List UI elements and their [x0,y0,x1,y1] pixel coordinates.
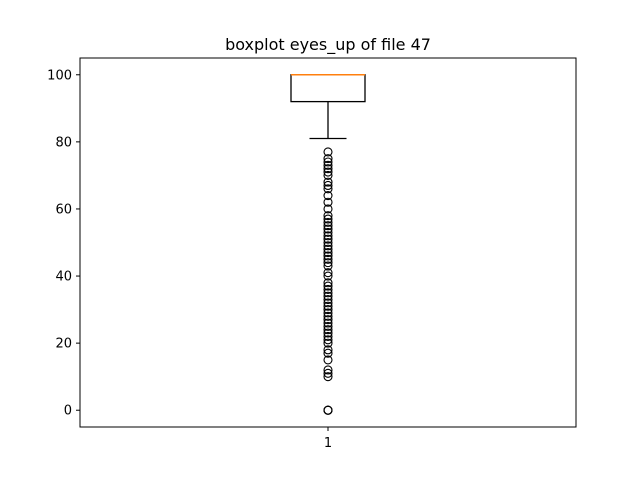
outlier-point [323,331,333,341]
outlier-point [323,180,333,191]
outlier-point [323,305,333,315]
outlier-point [323,278,333,288]
outlier-point [323,190,333,201]
outlier-point [323,338,333,348]
outlier-point [323,271,333,281]
y-tick-label: 40 [55,270,72,285]
outlier-point [323,345,333,355]
outlier-point [323,214,333,224]
outlier-point [323,234,333,244]
outlier-point [323,248,333,258]
outlier-point [323,251,333,261]
x-tick-label: 1 [324,436,332,451]
outlier-point [323,204,333,214]
outlier-point [323,318,333,328]
outlier-point [323,241,333,251]
outlier-point [323,154,333,164]
outlier-point [323,328,333,338]
outlier-point [323,221,333,231]
outlier-point [323,217,333,227]
outlier-point [323,365,333,375]
outlier-point [323,315,333,325]
y-tick-label: 60 [55,202,72,217]
outlier-point [323,227,333,237]
outlier-point [323,355,333,365]
chart-title: boxplot eyes_up of file 47 [225,35,431,55]
outlier-point [323,157,333,167]
outlier-point [323,197,333,207]
outlier-point [323,147,333,157]
outlier-point [323,237,333,248]
outlier-point [323,261,333,271]
outlier-point [323,348,333,358]
outlier-point [323,244,333,254]
outlier-point [323,184,333,194]
outlier-point [323,224,333,234]
outlier-point [323,160,333,170]
outlier-point [323,321,333,331]
outlier-point [323,325,333,335]
outlier-point [323,368,333,378]
y-tick-label: 0 [64,404,72,419]
outlier-point [323,372,333,382]
outlier-point [323,291,333,301]
outlier-point [323,335,333,345]
y-tick-label: 20 [55,337,72,352]
outlier-point [323,284,333,295]
outlier-point [323,281,333,291]
outlier-point [323,254,333,264]
outlier-point [323,170,333,180]
outlier-point [323,298,333,308]
outlier-point [323,301,333,311]
outlier-point [323,211,333,221]
y-tick-label: 80 [55,135,72,150]
outlier-point [323,288,333,298]
outlier-point [323,294,333,305]
outlier-point [323,405,333,415]
outlier-point [323,231,333,241]
outlier-point [323,258,333,268]
outlier-point [323,311,333,321]
plot-area [290,74,366,415]
outlier-point [323,177,333,187]
outlier-point [323,167,333,177]
y-tick-label: 100 [47,68,72,83]
outlier-point [323,268,333,278]
axes: 0 20 40 60 80 100 1 [47,57,577,451]
outlier-point [323,164,333,174]
outlier-point [323,308,333,318]
